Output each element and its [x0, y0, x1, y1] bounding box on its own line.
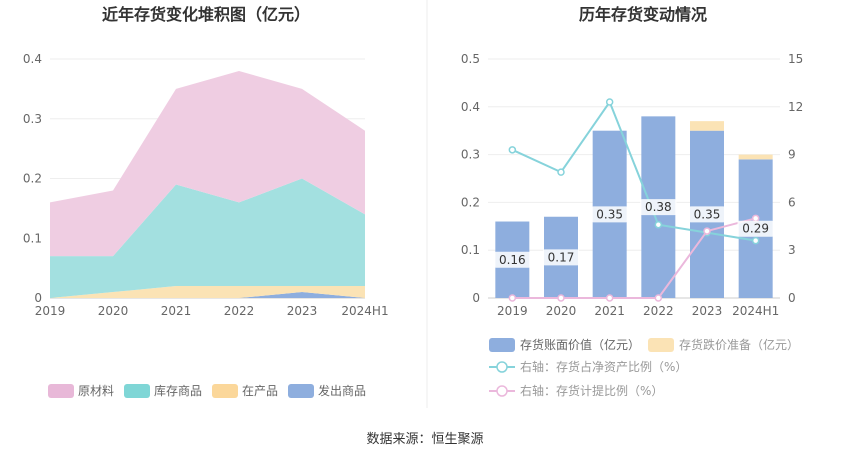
bar-value-label: 0.17	[548, 250, 575, 264]
source-note: 数据来源：恒生聚源	[366, 432, 483, 447]
legend-swatch-impairment	[648, 338, 674, 352]
legend-swatch-book-value	[489, 338, 515, 352]
legend-label: 在产品	[242, 384, 278, 398]
y2-tick-label: 12	[788, 100, 803, 114]
y2-tick-label: 9	[788, 148, 796, 162]
line-point	[605, 294, 614, 302]
left-legend: 原材料 库存商品 在产品 发出商品	[48, 383, 366, 398]
legend-swatch	[212, 384, 238, 398]
x-tick-label: 2022	[643, 304, 674, 318]
y-tick-label: 0	[472, 291, 480, 305]
bar-label-bg	[737, 220, 774, 237]
x-tick-label: 2021	[161, 304, 192, 318]
right-legend: 存货账面价值（亿元） 存货跌价准备（亿元） 右轴：存货占净资产比例（%） 右轴：存货计…	[489, 337, 799, 398]
bar-label-bg	[591, 206, 628, 223]
y-tick-label: 0.5	[461, 52, 480, 66]
y2-tick-label: 6	[788, 195, 796, 209]
area-4	[50, 70, 365, 257]
legend-label: 发出商品	[318, 383, 366, 398]
y-tick-label: 0.4	[23, 52, 42, 66]
legend-label: 存货跌价准备（亿元）	[679, 337, 799, 352]
y2-tick-label: 3	[788, 243, 796, 257]
x-tick-label: 2020	[98, 304, 129, 318]
y-tick-label: 0.2	[23, 172, 42, 186]
y-tick-label: 0.2	[461, 195, 480, 209]
bar-label-bg	[494, 251, 531, 268]
line-point	[508, 294, 517, 302]
legend-swatch	[288, 384, 314, 398]
legend-label: 存货账面价值（亿元）	[520, 337, 640, 352]
y-tick-label: 0.1	[461, 243, 480, 257]
x-tick-label: 2024H1	[341, 304, 388, 318]
x-tick-label: 2021	[594, 304, 625, 318]
y-tick-label: 0	[34, 291, 42, 305]
y-tick-label: 0.3	[461, 148, 480, 162]
y2-tick-label: 0	[788, 291, 796, 305]
bar-value-label: 0.29	[742, 222, 769, 236]
legend-label: 右轴：存货占净资产比例（%）	[520, 359, 687, 374]
bar-value-label: 0.38	[645, 200, 672, 214]
x-tick-label: 2023	[287, 304, 318, 318]
line-point	[703, 227, 711, 235]
bar-value-label: 0.16	[499, 253, 526, 267]
y-tick-label: 0.1	[23, 231, 42, 245]
bar-label-bg	[688, 206, 726, 223]
x-tick-label: 2023	[692, 304, 723, 318]
x-tick-label: 2019	[497, 304, 528, 318]
line-point	[751, 236, 760, 245]
x-tick-label: 2019	[35, 304, 66, 318]
inventory-bar-line-chart: 0 0.1 0.2 0.3 0.4 0.5 0 3 6 9 12 15 0.16 0.17 0.35 0.38…	[461, 52, 803, 318]
line-series-2	[512, 217, 756, 299]
line-point	[508, 146, 517, 154]
area-2	[50, 286, 365, 298]
area-3	[50, 178, 365, 298]
x-tick-label: 2020	[546, 304, 577, 318]
line-point	[557, 168, 565, 176]
bar-label-bg	[542, 249, 580, 266]
legend-label: 原材料	[78, 384, 114, 398]
line-point	[557, 294, 565, 302]
y-tick-label: 0.3	[23, 112, 42, 126]
bar-value-label: 0.35	[694, 207, 721, 221]
line-point	[751, 214, 760, 223]
right-chart-title: 历年存货变动情况	[579, 5, 707, 24]
legend-line-marker	[496, 361, 508, 373]
line-point	[654, 220, 663, 229]
y2-tick-label: 15	[788, 52, 803, 66]
line-point	[605, 98, 614, 106]
impairment-bar	[738, 154, 773, 160]
left-chart-title: 近年存货变化堆积图（亿元）	[102, 5, 310, 24]
line-series-1	[511, 99, 756, 242]
impairment-bar	[690, 121, 724, 131]
legend-swatch	[124, 384, 150, 398]
bar-label-bg	[640, 199, 677, 216]
line-point	[654, 294, 663, 302]
y-tick-label: 0.4	[461, 100, 480, 114]
stacked-area-chart: 0 0.1 0.2 0.3 0.4 2019 2020 2021 2022 2023 2024H1	[23, 52, 389, 318]
x-tick-label: 2024H1	[732, 304, 779, 318]
area-1	[50, 292, 365, 298]
bar-value-label: 0.35	[596, 207, 623, 221]
legend-swatch	[48, 384, 74, 398]
x-tick-label: 2022	[224, 304, 255, 318]
legend-line-marker	[496, 385, 508, 397]
legend-label: 右轴：存货计提比例（%）	[520, 383, 663, 398]
legend-label: 库存商品	[154, 383, 202, 398]
